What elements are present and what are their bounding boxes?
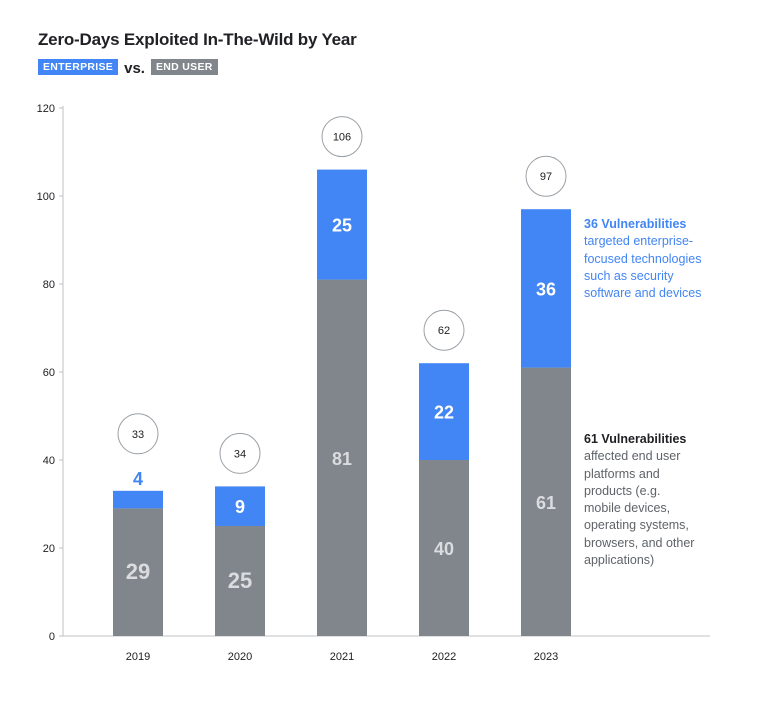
bar-end-user [215,526,265,636]
enterprise-annotation-line: focused technologies [584,251,702,266]
legend: ENTERPRISE vs. END USER [38,56,218,77]
legend-end-user-badge: END USER [150,58,218,75]
enterprise-annotation-heading: 36 Vulnerabilities [584,217,687,231]
bar-end-user [113,508,163,636]
total-label: 62 [438,325,450,337]
bar-end-user [317,279,367,636]
end-user-annotation-line: mobile devices, [584,501,671,515]
y-tick-label: 120 [37,103,55,115]
end-user-annotation-line: applications) [584,552,655,567]
bar-enterprise [521,209,571,368]
x-tick-label: 2023 [534,651,558,663]
end-user-annotation-line: affected end user [584,449,681,464]
y-tick-label: 100 [37,191,55,203]
x-tick-label: 2020 [228,651,252,663]
bar-enterprise [317,169,367,280]
enterprise-annotation-line: targeted enterprise- [584,234,694,249]
enterprise-annotation-line: such as security [584,268,674,283]
y-tick-label: 0 [49,631,55,643]
data-label-end-user: 61 [536,493,556,513]
end-user-annotation-line: browsers, and other [584,535,695,550]
bar-end-user [419,460,469,636]
bar-enterprise [113,490,163,509]
total-label: 33 [132,429,144,441]
bar-end-user [521,367,571,636]
total-label: 97 [540,171,552,183]
data-label-end-user: 25 [228,568,252,593]
enterprise-annotation-line: software and devices [584,286,702,300]
data-label-end-user: 40 [434,539,454,559]
total-circle [219,432,261,474]
total-circle [525,155,567,197]
end-user-annotation-line: operating systems, [584,518,689,533]
total-circle [117,413,159,455]
x-tick-label: 2019 [126,651,150,663]
bar-enterprise [215,486,265,526]
legend-enterprise-badge: ENTERPRISE [38,58,119,75]
y-tick-label: 40 [43,455,55,467]
data-label-enterprise: 4 [133,469,143,489]
data-label-end-user: 29 [126,559,150,584]
x-tick-label: 2022 [432,651,456,663]
total-label: 106 [333,132,351,144]
total-circle [423,309,465,351]
data-label-enterprise: 9 [235,497,245,517]
legend-vs-text: vs. [124,60,145,77]
chart-title: Zero-Days Exploited In-The-Wild by Year [38,30,357,49]
y-tick-label: 20 [43,543,55,555]
bar-enterprise [419,363,469,460]
data-label-enterprise: 22 [434,403,454,423]
y-tick-label: 80 [43,279,55,291]
end-user-annotation: 61 Vulnerabilities affected end user pla… [584,431,694,569]
enterprise-annotation: 36 Vulnerabilities targeted enterprise- … [584,216,701,302]
data-label-end-user: 81 [332,449,352,469]
end-user-annotation-line: products (e.g. [584,483,661,498]
total-label: 34 [234,448,246,460]
data-label-enterprise: 36 [536,279,556,299]
end-user-annotation-heading: 61 Vulnerabilities [584,432,687,446]
end-user-annotation-line: platforms and [584,466,660,481]
y-tick-label: 60 [43,367,55,379]
data-label-enterprise: 25 [332,216,352,236]
total-circle [321,116,363,158]
x-tick-label: 2021 [330,651,354,663]
